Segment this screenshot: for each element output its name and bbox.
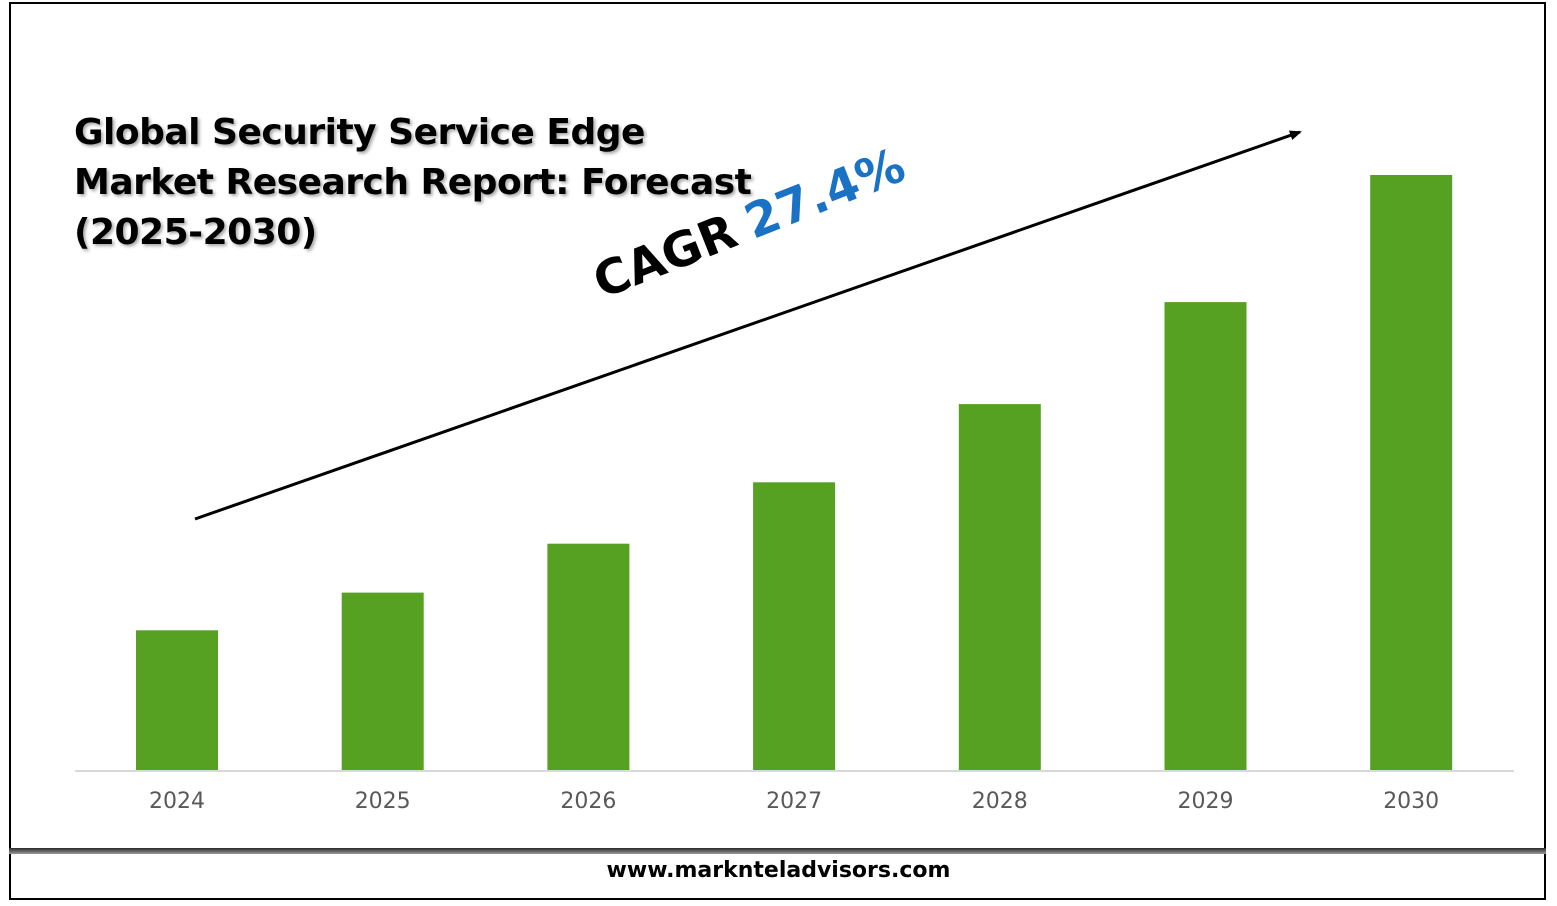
footer-url: www.marknteladvisors.com	[606, 858, 951, 883]
x-tick-label-2027: 2027	[766, 789, 822, 814]
x-tick-label-2025: 2025	[355, 789, 411, 814]
bar-2030	[1370, 175, 1453, 770]
x-tick-label-2026: 2026	[560, 789, 616, 814]
x-tick-label-2029: 2029	[1178, 789, 1234, 814]
bar-2028	[958, 404, 1041, 770]
footer-divider	[9, 848, 1546, 854]
title-line-2: Market Research Report: Forecast	[74, 162, 752, 203]
x-axis-ticks: 2024 2025 2026 2027 2028 2029 2030	[149, 789, 1439, 814]
x-tick-label-2030: 2030	[1383, 789, 1439, 814]
x-tick-label-2024: 2024	[149, 789, 205, 814]
bar-2026	[547, 543, 630, 770]
title-line-3: (2025-2030)	[74, 212, 317, 253]
x-tick-label-2028: 2028	[972, 789, 1028, 814]
chart-title: Global Security Service Edge Market Rese…	[74, 108, 774, 258]
growth-arrow	[194, 130, 1302, 521]
bars	[136, 175, 1453, 770]
bar-2025	[341, 592, 424, 770]
title-line-1: Global Security Service Edge	[74, 112, 645, 153]
bar-2024	[136, 630, 218, 770]
bar-2027	[753, 482, 836, 770]
bar-2029	[1164, 302, 1247, 770]
